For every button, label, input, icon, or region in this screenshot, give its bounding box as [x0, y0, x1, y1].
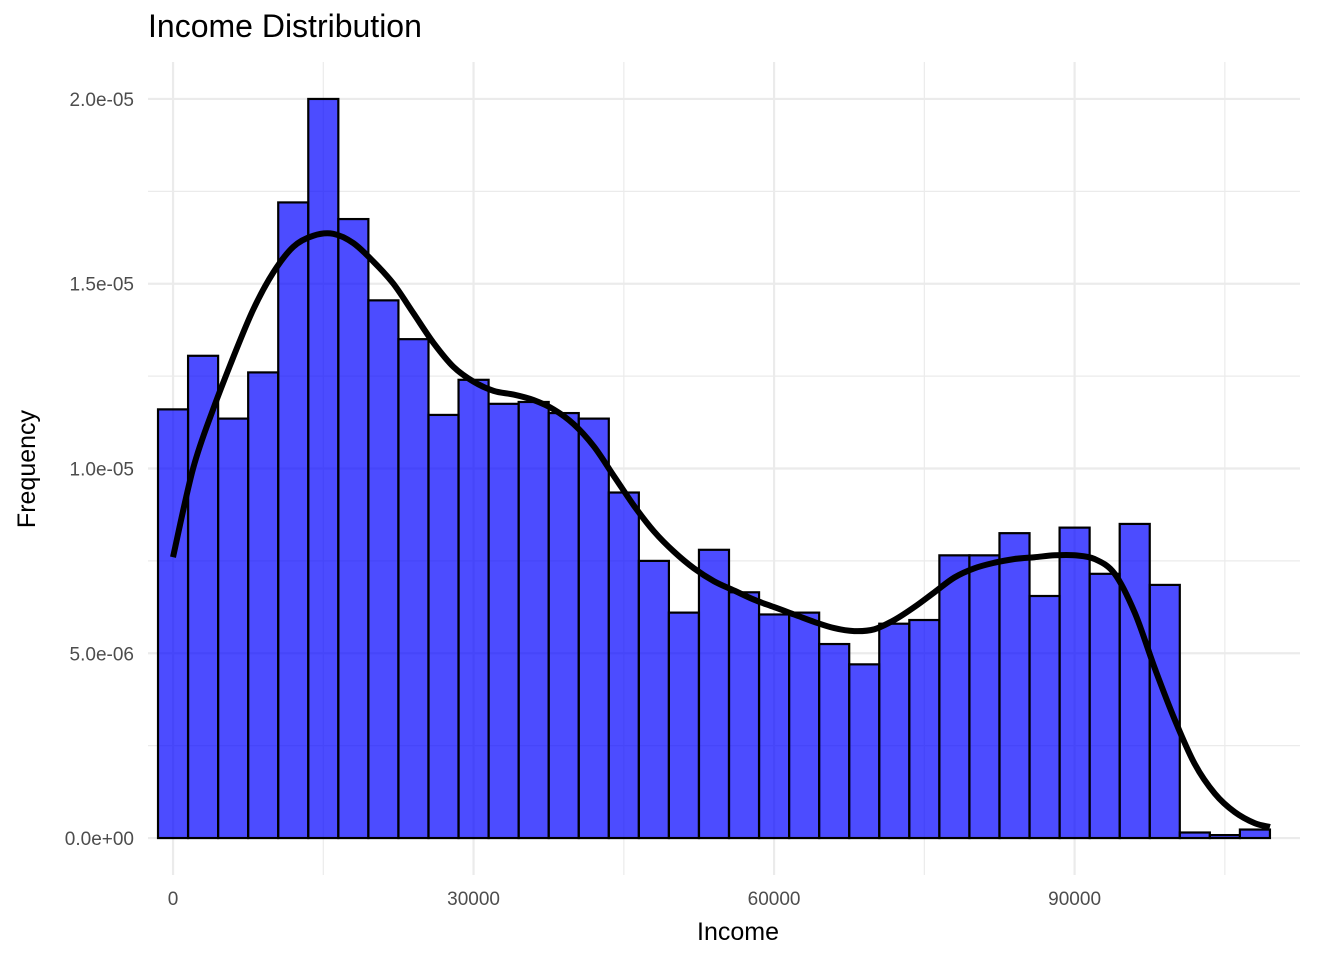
histogram-bar — [878, 622, 911, 840]
x-tick-label: 90000 — [1048, 889, 1101, 910]
histogram-bar — [457, 378, 490, 840]
histogram-bar — [848, 663, 881, 840]
y-tick-label: 2.0e-05 — [70, 90, 134, 111]
x-axis-title: Income — [697, 918, 779, 946]
histogram-bar — [938, 554, 971, 840]
histogram-bar — [337, 217, 370, 840]
histogram-bar — [577, 417, 610, 840]
histogram-bar — [1118, 522, 1151, 840]
histogram-bars — [156, 97, 1272, 840]
histogram-bar — [547, 411, 580, 840]
histogram-bar — [217, 417, 250, 840]
chart-title: Income Distribution — [148, 8, 422, 44]
histogram-bar — [1058, 526, 1091, 840]
x-tick-label: 0 — [168, 889, 179, 910]
histogram-bar — [1178, 831, 1211, 840]
histogram-bar — [487, 402, 520, 840]
histogram-bar — [788, 611, 821, 840]
x-axis-tick-labels: 0 30000 60000 90000 — [168, 889, 1101, 910]
y-axis-title: Frequency — [13, 409, 41, 528]
histogram-bar — [757, 613, 791, 840]
y-axis-tick-labels: 0.0e+00 5.0e-06 1.0e-05 1.5e-05 2.0e-05 — [65, 90, 134, 850]
histogram-bar — [607, 491, 640, 840]
histogram-bar — [367, 299, 400, 840]
histogram-bar — [156, 408, 190, 840]
histogram-bar — [968, 554, 1001, 840]
histogram-bar — [727, 591, 761, 840]
y-tick-label: 1.0e-05 — [70, 460, 134, 481]
histogram-bar — [1028, 594, 1061, 840]
density-curve-group — [170, 230, 1271, 830]
histogram-bar — [1208, 833, 1241, 840]
histogram-bar — [818, 642, 851, 840]
histogram-bar — [697, 548, 731, 840]
histogram-bar — [998, 532, 1031, 840]
histogram-bar — [1238, 828, 1272, 840]
histogram-bar — [667, 611, 701, 840]
histogram-bar — [637, 559, 671, 840]
y-tick-label: 1.5e-05 — [70, 275, 134, 296]
x-tick-label: 30000 — [447, 889, 500, 910]
density-curve — [170, 230, 1271, 830]
histogram-bar — [277, 201, 310, 840]
y-tick-label: 0.0e+00 — [65, 829, 134, 850]
histogram-bar — [427, 413, 460, 840]
histogram-bar — [307, 97, 340, 840]
histogram-bar — [1148, 583, 1181, 840]
histogram-bar — [247, 371, 280, 840]
histogram-bar — [517, 400, 550, 840]
histogram-bar — [397, 338, 430, 840]
y-tick-label: 5.0e-06 — [70, 644, 134, 665]
histogram-bar — [1088, 572, 1121, 840]
histogram-bar — [908, 618, 941, 840]
x-tick-label: 60000 — [748, 889, 801, 910]
